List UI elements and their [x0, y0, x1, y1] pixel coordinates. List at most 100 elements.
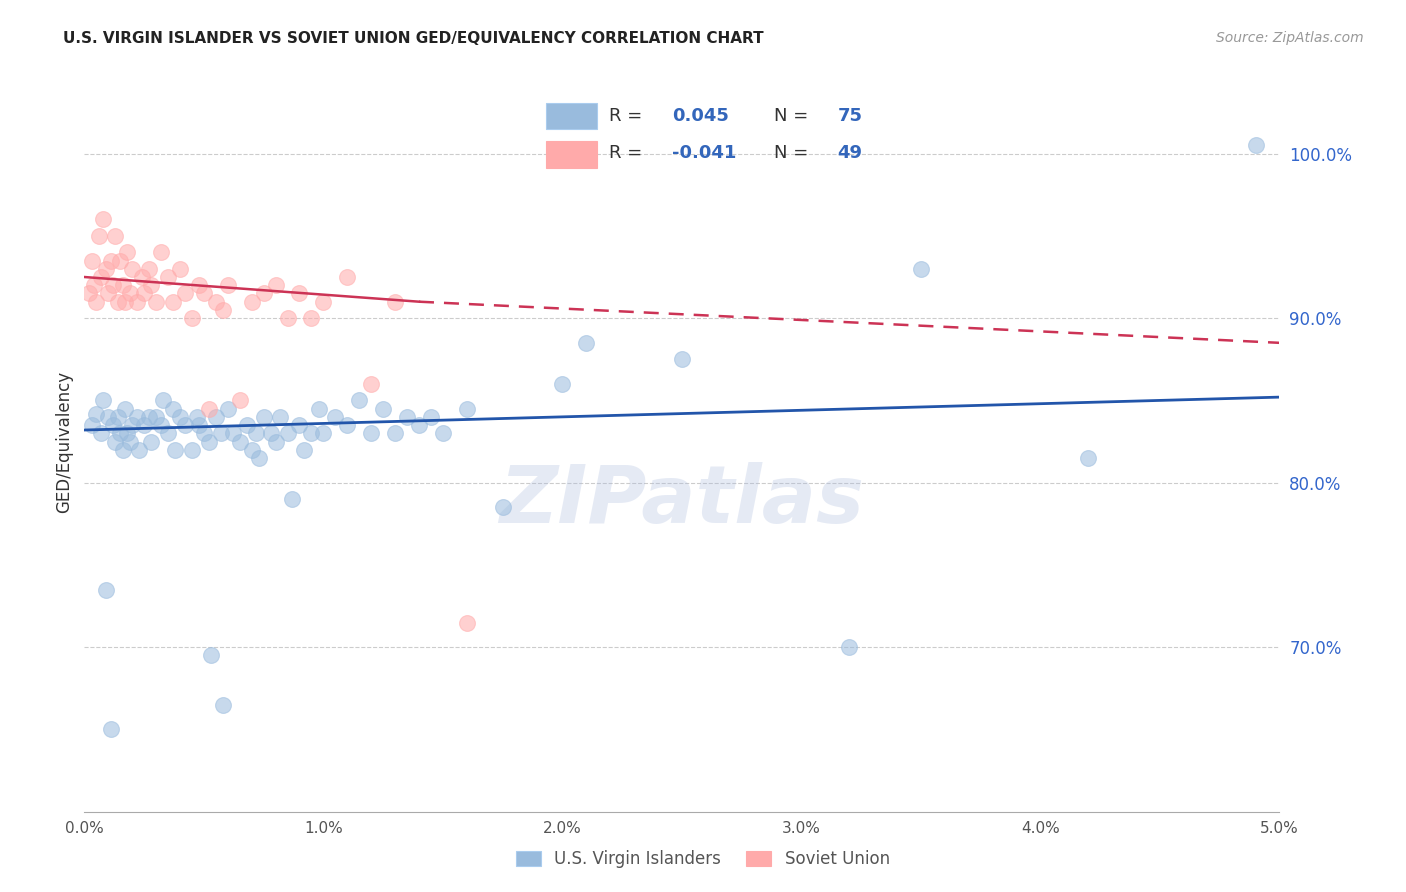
- Point: [205, 294, 228, 309]
- Point: [114, 294, 136, 309]
- Text: 0.045: 0.045: [672, 107, 728, 125]
- Point: [149, 245, 172, 260]
- Point: [145, 294, 167, 309]
- Point: [212, 302, 235, 317]
- Point: [80, 253, 103, 268]
- Bar: [546, 103, 598, 129]
- Point: [1077, 450, 1099, 465]
- Point: [671, 352, 693, 367]
- Point: [253, 286, 276, 301]
- Point: [269, 409, 291, 424]
- Point: [117, 426, 139, 441]
- Point: [264, 278, 287, 293]
- Point: [197, 401, 219, 416]
- Point: [456, 615, 478, 630]
- Point: [93, 212, 115, 227]
- Point: [128, 442, 150, 457]
- Point: [360, 376, 382, 391]
- Point: [456, 401, 478, 416]
- Point: [292, 442, 315, 457]
- Point: [104, 434, 127, 449]
- Point: [188, 418, 211, 433]
- Legend: U.S. Virgin Islanders, Soviet Union: U.S. Virgin Islanders, Soviet Union: [509, 844, 897, 875]
- Point: [217, 278, 239, 293]
- Point: [162, 401, 184, 416]
- Point: [117, 245, 139, 260]
- Point: [181, 442, 204, 457]
- Point: [110, 426, 132, 441]
- Point: [157, 270, 180, 285]
- Point: [325, 409, 347, 424]
- Text: R =: R =: [609, 145, 648, 162]
- Point: [205, 409, 228, 424]
- Point: [101, 418, 124, 433]
- Point: [131, 270, 153, 285]
- Point: [149, 418, 172, 433]
- Point: [245, 426, 267, 441]
- Point: [384, 294, 406, 309]
- Point: [910, 261, 932, 276]
- Point: [492, 500, 515, 515]
- Point: [101, 278, 124, 293]
- Point: [173, 286, 195, 301]
- Point: [121, 261, 143, 276]
- Point: [312, 426, 335, 441]
- Point: [110, 253, 132, 268]
- Text: ZIPatlas: ZIPatlas: [499, 462, 865, 540]
- Point: [80, 418, 103, 433]
- Point: [181, 311, 204, 326]
- Point: [97, 286, 120, 301]
- Text: Source: ZipAtlas.com: Source: ZipAtlas.com: [1216, 31, 1364, 45]
- Point: [193, 286, 215, 301]
- Text: U.S. VIRGIN ISLANDER VS SOVIET UNION GED/EQUIVALENCY CORRELATION CHART: U.S. VIRGIN ISLANDER VS SOVIET UNION GED…: [63, 31, 763, 46]
- Point: [288, 418, 311, 433]
- Point: [240, 294, 263, 309]
- Point: [138, 261, 160, 276]
- Point: [212, 698, 235, 712]
- Point: [165, 442, 187, 457]
- Point: [114, 401, 136, 416]
- Point: [90, 270, 112, 285]
- Point: [157, 426, 180, 441]
- Point: [107, 294, 129, 309]
- Point: [336, 418, 359, 433]
- Point: [173, 418, 195, 433]
- Point: [420, 409, 443, 424]
- Point: [145, 409, 167, 424]
- Text: N =: N =: [775, 107, 814, 125]
- Point: [288, 286, 311, 301]
- Point: [408, 418, 430, 433]
- Y-axis label: GED/Equivalency: GED/Equivalency: [55, 370, 73, 513]
- Point: [217, 401, 239, 416]
- Point: [111, 442, 134, 457]
- Point: [125, 409, 148, 424]
- Point: [104, 228, 127, 243]
- Point: [1244, 138, 1267, 153]
- Point: [838, 640, 860, 655]
- Point: [138, 409, 160, 424]
- Point: [312, 294, 335, 309]
- Point: [240, 442, 263, 457]
- Point: [141, 434, 163, 449]
- Point: [152, 393, 174, 408]
- Point: [260, 426, 283, 441]
- Point: [308, 401, 330, 416]
- Point: [432, 426, 454, 441]
- Text: R =: R =: [609, 107, 648, 125]
- Point: [97, 409, 120, 424]
- Point: [86, 294, 108, 309]
- Point: [169, 409, 191, 424]
- Point: [100, 253, 122, 268]
- Point: [118, 286, 141, 301]
- Point: [236, 418, 259, 433]
- Point: [200, 648, 222, 663]
- Point: [277, 311, 299, 326]
- Point: [94, 261, 117, 276]
- Point: [107, 409, 129, 424]
- Point: [396, 409, 419, 424]
- Text: 49: 49: [838, 145, 862, 162]
- Point: [121, 418, 143, 433]
- Point: [229, 393, 252, 408]
- Point: [162, 294, 184, 309]
- Point: [86, 407, 108, 421]
